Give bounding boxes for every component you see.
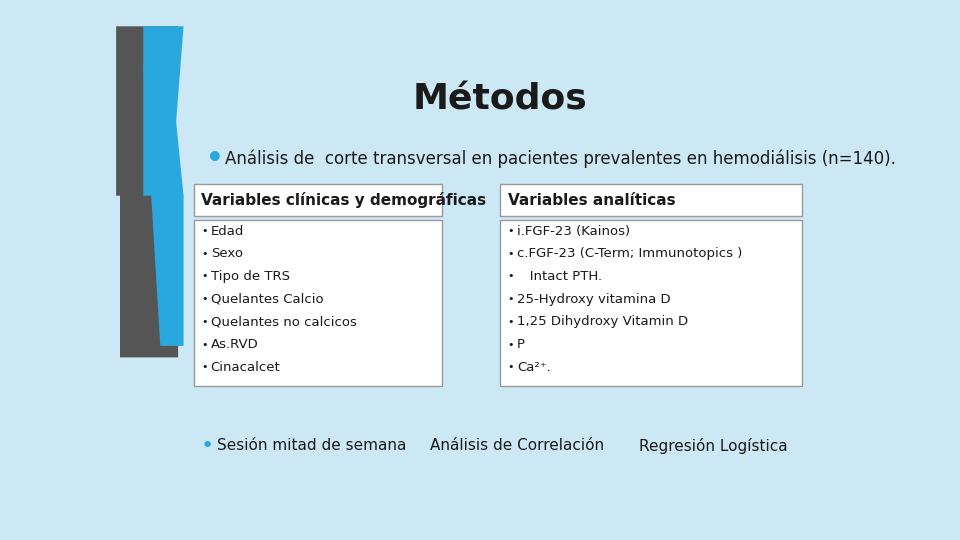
Text: •: • (202, 362, 208, 372)
Polygon shape (143, 26, 183, 195)
Text: Intact PTH.: Intact PTH. (516, 270, 602, 283)
Text: Análisis de Correlación: Análisis de Correlación (430, 438, 604, 454)
Text: •: • (202, 226, 208, 236)
Text: •: • (508, 272, 514, 281)
Polygon shape (143, 65, 183, 346)
Text: c.FGF-23 (C-Term; Immunotopics ): c.FGF-23 (C-Term; Immunotopics ) (516, 247, 742, 260)
Text: Variables analíticas: Variables analíticas (508, 193, 675, 208)
Text: P: P (516, 338, 525, 351)
Text: 1,25 Dihydroxy Vitamin D: 1,25 Dihydroxy Vitamin D (516, 315, 688, 328)
FancyBboxPatch shape (194, 220, 442, 386)
Text: Ca²⁺.: Ca²⁺. (516, 361, 550, 374)
Text: Quelantes no calcicos: Quelantes no calcicos (210, 315, 356, 328)
Text: •: • (202, 294, 208, 304)
FancyBboxPatch shape (194, 184, 442, 217)
Text: •: • (508, 317, 514, 327)
Text: •: • (205, 145, 224, 173)
FancyBboxPatch shape (500, 184, 802, 217)
Text: Variables clínicas y demográficas: Variables clínicas y demográficas (202, 192, 487, 208)
Text: Regresión Logística: Regresión Logística (639, 438, 788, 454)
Text: Tipo de TRS: Tipo de TRS (210, 270, 290, 283)
Text: •: • (202, 249, 208, 259)
Text: Sesión mitad de semana: Sesión mitad de semana (217, 438, 406, 454)
Text: Cinacalcet: Cinacalcet (210, 361, 280, 374)
Text: Análisis de  corte transversal en pacientes prevalentes en hemodiálisis (n=140).: Análisis de corte transversal en pacient… (225, 150, 896, 168)
Text: Métodos: Métodos (413, 83, 588, 117)
Text: •: • (508, 362, 514, 372)
FancyBboxPatch shape (500, 220, 802, 386)
Text: i.FGF-23 (Kainos): i.FGF-23 (Kainos) (516, 225, 630, 238)
Text: 25-Hydroxy vitamina D: 25-Hydroxy vitamina D (516, 293, 670, 306)
Text: •: • (202, 340, 208, 349)
Text: Edad: Edad (210, 225, 244, 238)
Text: •: • (508, 340, 514, 349)
Text: •: • (202, 272, 208, 281)
Polygon shape (116, 26, 179, 195)
Text: Quelantes Calcio: Quelantes Calcio (210, 293, 324, 306)
Text: As.RVD: As.RVD (210, 338, 258, 351)
Text: Sexo: Sexo (210, 247, 243, 260)
Text: •: • (201, 436, 214, 456)
Text: •: • (508, 294, 514, 304)
Text: •: • (202, 317, 208, 327)
Text: •: • (508, 226, 514, 236)
Text: •: • (508, 249, 514, 259)
Polygon shape (116, 65, 179, 357)
